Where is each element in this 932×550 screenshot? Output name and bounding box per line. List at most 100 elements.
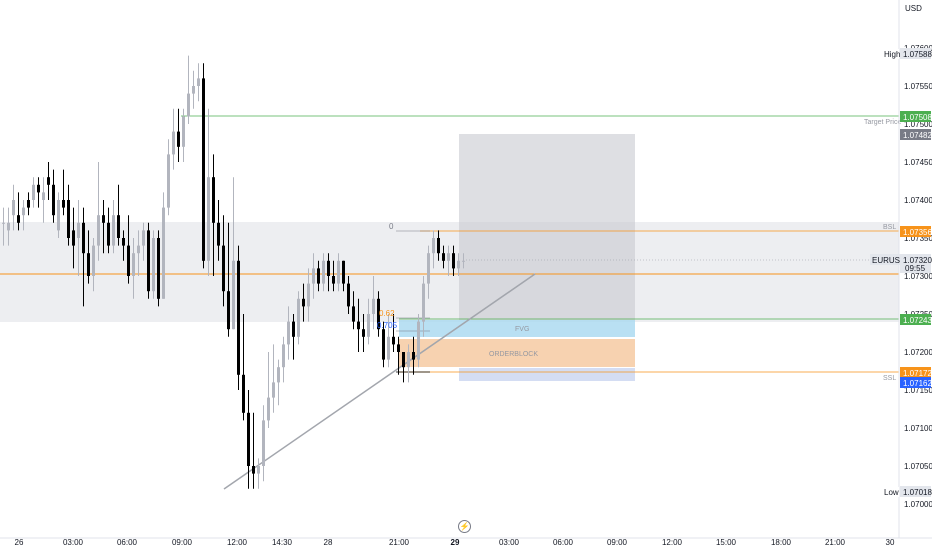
candle-body — [102, 215, 105, 223]
time-axis[interactable]: 26 03:00 06:00 09:00 12:00 14:30 28 21:00 29 03:0… — [0, 537, 932, 547]
candle — [77, 200, 80, 276]
candle — [297, 291, 300, 345]
candle — [357, 298, 360, 352]
candle-body — [342, 260, 345, 284]
price-tag-e-value: 1.07162 — [903, 379, 932, 388]
candle — [252, 412, 255, 489]
y-tick-label: 1.07150 — [904, 386, 932, 395]
price-tag-d: 1.07172 — [900, 367, 932, 378]
orderblock-zone — [399, 339, 635, 367]
candle — [457, 253, 460, 276]
candle — [197, 63, 200, 102]
candle — [277, 359, 280, 406]
candle-body — [177, 131, 180, 147]
candle-body — [437, 238, 440, 254]
candle-body — [97, 215, 100, 246]
candle-body — [12, 200, 15, 216]
candle-body — [127, 245, 130, 276]
candle — [307, 268, 310, 322]
candle-body — [72, 230, 75, 246]
trendline-minor[interactable] — [392, 273, 536, 373]
y-tick-label: 1.07000 — [904, 500, 932, 509]
candle-body — [337, 260, 340, 284]
candle — [422, 276, 425, 337]
y-tick-label: 1.07350 — [904, 234, 932, 243]
candle-body — [107, 222, 110, 246]
low-label: Low — [884, 488, 899, 497]
price-tag-d-value: 1.07172 — [903, 369, 932, 378]
candle-body — [172, 131, 175, 155]
candle-body — [207, 177, 210, 261]
candle-body — [182, 116, 185, 147]
candle — [257, 458, 260, 489]
countdown-value: 09:55 — [905, 264, 926, 273]
candle — [172, 108, 175, 170]
candle-body — [262, 420, 265, 466]
candle — [282, 336, 285, 383]
target-price-tag: 1.07508 — [900, 111, 932, 122]
ssl-label: SSL — [883, 375, 896, 382]
candle — [377, 291, 380, 337]
candle-body — [7, 222, 10, 231]
lightning-icon[interactable]: ⚡ — [458, 520, 471, 533]
candle — [367, 298, 370, 345]
candle — [177, 108, 180, 162]
candle-body — [142, 230, 145, 246]
candle-body — [312, 268, 315, 284]
candle-body — [332, 276, 335, 284]
x-tick-label: 12:00 — [662, 538, 683, 547]
candle-body — [202, 78, 205, 261]
candle-body — [192, 86, 195, 94]
candle — [27, 192, 30, 216]
candle-body — [57, 200, 60, 231]
candle-body — [87, 253, 90, 276]
candle-body — [47, 177, 50, 185]
candle-body — [222, 245, 225, 292]
candle — [147, 222, 150, 299]
candle-body — [327, 260, 330, 276]
candle-body — [347, 283, 350, 307]
candle — [122, 230, 125, 261]
candle — [312, 253, 315, 299]
candle — [267, 352, 270, 428]
candle — [212, 154, 215, 276]
x-tick-label: 29 — [451, 538, 460, 547]
candle — [342, 260, 345, 292]
candle-body — [2, 222, 5, 224]
price-tag-e: 1.07162 — [900, 377, 932, 388]
fib-0-label: 0 — [389, 222, 394, 231]
candle-body — [397, 344, 400, 352]
x-tick-label: 26 — [15, 538, 24, 547]
candle-body — [352, 306, 355, 322]
candle-body — [357, 321, 360, 330]
candle — [47, 162, 50, 200]
candle-body — [377, 298, 380, 330]
candle — [442, 245, 445, 269]
candle — [92, 238, 95, 292]
candle — [332, 260, 335, 292]
candle — [362, 314, 365, 352]
candle — [352, 291, 355, 330]
candle-body — [432, 238, 435, 254]
candle — [57, 192, 60, 238]
candle-body — [162, 207, 165, 299]
candle — [182, 108, 185, 162]
candle — [402, 352, 405, 383]
candle-body — [367, 314, 370, 337]
candle — [117, 184, 120, 246]
candle-body — [452, 253, 455, 269]
x-tick-label: 03:00 — [499, 538, 520, 547]
price-tag-c: 1.07243 — [900, 314, 932, 325]
candle — [447, 245, 450, 276]
fvg-zone — [399, 320, 635, 337]
candle — [32, 177, 35, 208]
candle-body — [292, 321, 295, 337]
candle — [227, 222, 230, 337]
candle — [102, 200, 105, 254]
high-value: 1.07588 — [903, 50, 932, 59]
candle — [62, 169, 65, 216]
candle — [337, 253, 340, 292]
candle-body — [147, 230, 150, 292]
candle-body — [232, 260, 235, 330]
